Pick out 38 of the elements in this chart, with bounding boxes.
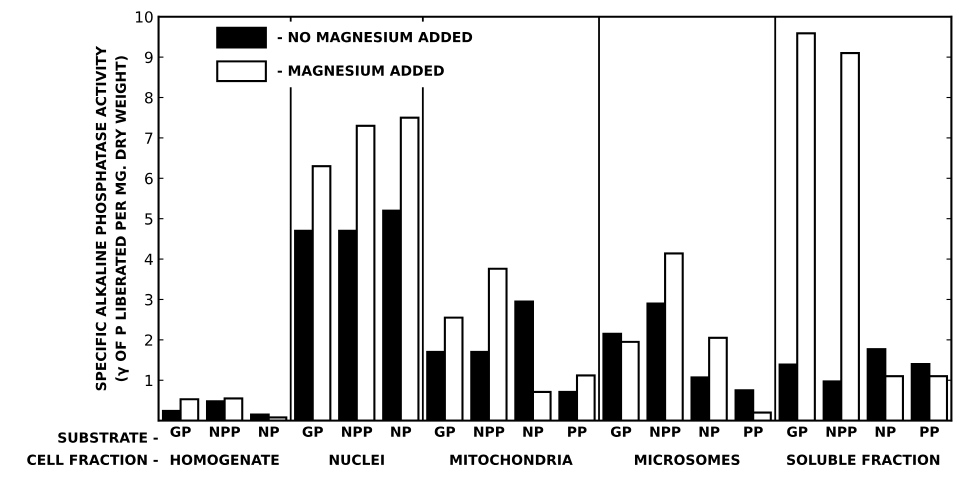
y-axis-title: SPECIFIC ALKALINE PHOSPHATASE ACTIVITY (γ OF P LIBERATED PER MG. DRY WEIGHT)	[96, 46, 129, 390]
x-tick-label: NPP	[474, 426, 504, 437]
text: SOLUBLE FRACTION	[787, 454, 940, 466]
legend-label: - NO MAGNESIUM ADDED	[278, 32, 472, 42]
y-tick-label: 7	[145, 132, 152, 144]
x-tick-label: PP	[568, 426, 587, 437]
x-tick-label: NP	[259, 426, 280, 437]
x-tick-label: GP	[170, 426, 191, 437]
y-tick-label: 1	[146, 374, 152, 386]
text: MICROSOMES	[634, 454, 740, 466]
text: HOMOGENATE	[170, 454, 279, 466]
text: MITOCHONDRIA	[450, 454, 573, 466]
legend-label: - MAGNESIUM ADDED	[278, 65, 444, 76]
x-tick-label: NP	[876, 426, 896, 437]
x-tick-label: GP	[434, 426, 456, 437]
y-tick-label: 10	[136, 11, 153, 23]
y-tick-label: 2	[145, 334, 152, 346]
text: NUCLEI	[330, 454, 384, 466]
x-tick-label: GP	[610, 426, 632, 437]
y-tick-label: 5	[145, 213, 152, 225]
x-tick-label: PP	[744, 426, 763, 437]
x-tick-label: PP	[920, 426, 939, 437]
x-tick-label: NP	[391, 426, 412, 437]
y-tick-label: 4	[144, 254, 153, 265]
y-tick-label: 8	[145, 92, 153, 104]
x-tick-label: GP	[302, 426, 323, 437]
text: SUBSTRATE -	[58, 432, 158, 443]
x-tick-label: NPP	[210, 426, 240, 437]
x-tick-label: NP	[700, 426, 720, 437]
y-tick-label: 3	[145, 294, 152, 306]
x-tick-label: NPP	[826, 426, 857, 437]
x-tick-label: NP	[523, 426, 544, 437]
x-tick-label: GP	[787, 426, 808, 437]
text: CELL FRACTION -	[27, 454, 158, 466]
x-tick-label: NPP	[650, 426, 681, 437]
y-tick-label: 9	[144, 52, 153, 64]
x-tick-label: NPP	[342, 426, 372, 437]
y-tick-label: 6	[145, 172, 153, 184]
